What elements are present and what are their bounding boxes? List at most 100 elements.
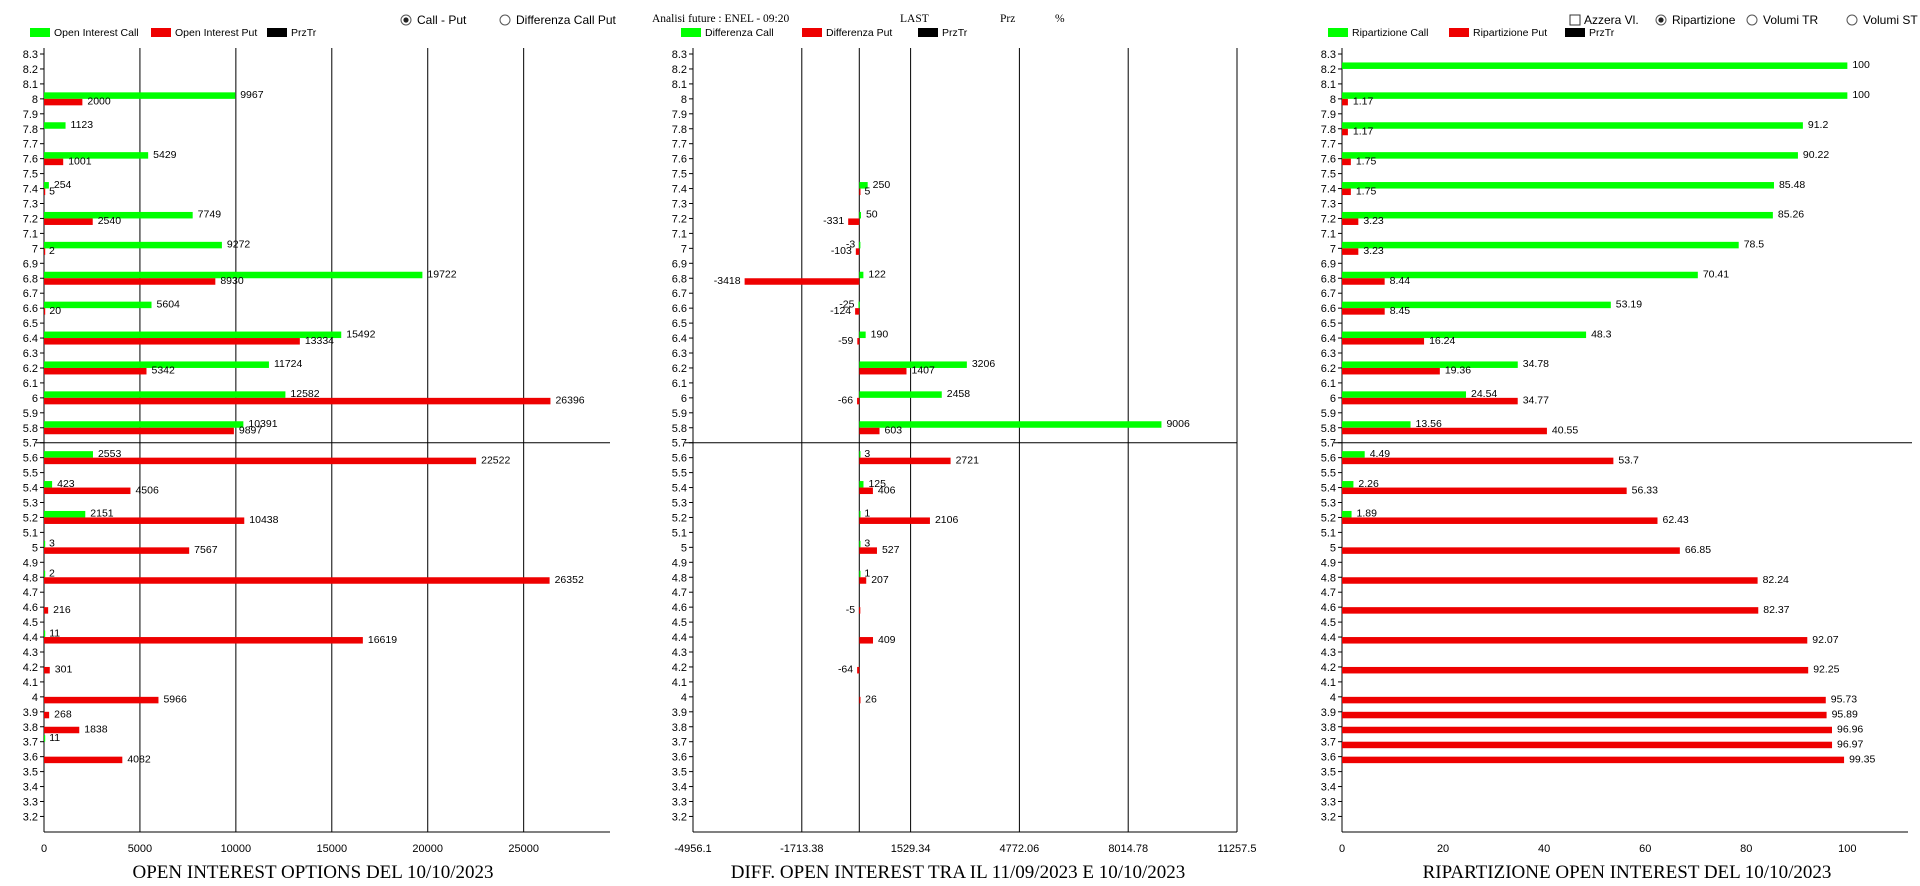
y-tick-label: 5.8 [672, 423, 687, 435]
y-tick-label: 3.7 [672, 737, 687, 749]
put-bar-6.2 [1342, 367, 1440, 375]
put-bar-7.4 [44, 188, 46, 196]
legend-swatch [267, 28, 287, 37]
y-tick-label: 7.5 [672, 169, 687, 181]
volumi-st-label: Volumi ST [1863, 13, 1918, 27]
put-bar-7.4 [859, 188, 861, 196]
x-tick-label: 10000 [221, 843, 252, 855]
y-tick-label: 6.5 [672, 318, 687, 330]
y-tick-label: 6.8 [23, 273, 38, 285]
data-label: 85.48 [1779, 179, 1805, 191]
y-tick-label: 3.5 [1321, 767, 1336, 779]
data-label: 207 [871, 574, 889, 586]
y-tick-label: 7.8 [672, 124, 687, 136]
put-bar-6.4 [857, 338, 860, 345]
call-bar-7 [859, 241, 861, 249]
data-label: 3.23 [1363, 215, 1384, 227]
y-tick-label: 7.1 [672, 228, 687, 240]
put-bar-5.6 [44, 457, 477, 465]
y-tick-label: 7.9 [1321, 109, 1336, 121]
data-label: 34.77 [1523, 395, 1549, 407]
y-tick-label: 7.7 [23, 139, 38, 151]
put-bar-3.6 [1342, 756, 1845, 764]
data-label: 95.73 [1831, 694, 1857, 706]
data-label: 2721 [956, 454, 980, 466]
y-tick-label: 6.6 [1321, 303, 1336, 315]
data-label: -124 [830, 305, 851, 317]
y-tick-label: 4.6 [1321, 602, 1336, 614]
y-tick-label: 4.2 [672, 662, 687, 674]
data-label: 8930 [220, 275, 244, 287]
data-label: 1.17 [1353, 96, 1374, 108]
volumi-st-radio[interactable] [1846, 14, 1858, 26]
data-label: 1123 [71, 119, 94, 131]
y-tick-label: 4.7 [672, 587, 687, 599]
x-tick-label: 15000 [316, 843, 347, 855]
put-bar-5.6 [1342, 457, 1614, 465]
x-tick-label: 0 [1339, 843, 1345, 855]
call-bar-4.8 [859, 570, 861, 578]
y-tick-label: 3.7 [1321, 737, 1336, 749]
call-bar-6.6 [44, 301, 152, 309]
put-bar-5 [1342, 547, 1680, 554]
put-bar-6 [857, 397, 860, 405]
put-bar-6.8 [744, 278, 860, 285]
azzera-checkbox[interactable] [1569, 14, 1581, 26]
call-bar-8 [1342, 92, 1848, 99]
y-tick-label: 7.3 [1321, 199, 1336, 211]
x-tick-label: 40 [1538, 843, 1550, 855]
y-tick-label: 4.8 [1321, 572, 1336, 584]
put-bar-7.8 [1342, 128, 1348, 136]
call-bar-8 [44, 92, 236, 99]
call-bar-7.8 [1342, 122, 1803, 129]
data-label: 16.24 [1429, 335, 1455, 347]
put-bar-5.8 [859, 427, 880, 435]
volumi-tr-radio[interactable] [1746, 14, 1758, 26]
data-label: 4082 [127, 753, 151, 765]
data-label: 2151 [90, 508, 114, 520]
call-bar-6.4 [44, 331, 342, 339]
data-label: 3 [864, 538, 870, 550]
y-tick-label: 4.1 [23, 677, 38, 689]
y-tick-label: 6.5 [23, 318, 38, 330]
legend-label: Ripartizione Call [1352, 27, 1428, 39]
legend-label: PrzTr [1589, 27, 1615, 39]
data-label: 9006 [1166, 418, 1190, 430]
y-tick-label: 4.7 [23, 587, 38, 599]
y-tick-label: 5.6 [672, 453, 687, 465]
diff-call-put-radio[interactable] [499, 14, 511, 26]
y-tick-label: 4.5 [23, 617, 38, 629]
call-bar-6 [44, 391, 286, 398]
chart-title: RIPARTIZIONE OPEN INTEREST DEL 10/10/202… [1423, 862, 1832, 883]
data-label: 92.07 [1812, 634, 1838, 646]
data-label: 62.43 [1662, 514, 1688, 526]
data-label: 66.85 [1685, 544, 1711, 556]
data-label: 70.41 [1703, 268, 1729, 280]
put-bar-5 [44, 547, 190, 554]
y-tick-label: 6.4 [672, 333, 687, 345]
y-tick-label: 7.1 [1321, 228, 1336, 240]
y-tick-label: 5.5 [672, 468, 687, 480]
put-bar-4.6 [859, 607, 861, 614]
data-label: 20 [49, 305, 61, 317]
put-bar-6.8 [1342, 278, 1385, 285]
legend-label: Ripartizione Put [1473, 27, 1547, 39]
put-bar-7.6 [44, 158, 64, 166]
call-bar-6.8 [44, 271, 423, 279]
y-tick-label: 5.5 [23, 468, 38, 480]
put-bar-8 [1342, 98, 1348, 106]
data-label: 19722 [427, 268, 456, 280]
y-tick-label: 4.8 [672, 572, 687, 584]
y-tick-label: 4.1 [672, 677, 687, 689]
put-bar-6.4 [1342, 338, 1425, 345]
data-label: 5 [864, 185, 870, 197]
data-label: 3206 [972, 358, 996, 370]
y-tick-label: 4.4 [672, 632, 687, 644]
put-bar-4.4 [1342, 637, 1808, 644]
data-label: 7567 [194, 544, 218, 556]
y-tick-label: 3.4 [672, 782, 687, 794]
y-tick-label: 4.5 [1321, 617, 1336, 629]
y-tick-label: 6.1 [23, 378, 38, 390]
call-bar-4.4 [44, 630, 46, 638]
data-label: 8.45 [1390, 305, 1411, 317]
